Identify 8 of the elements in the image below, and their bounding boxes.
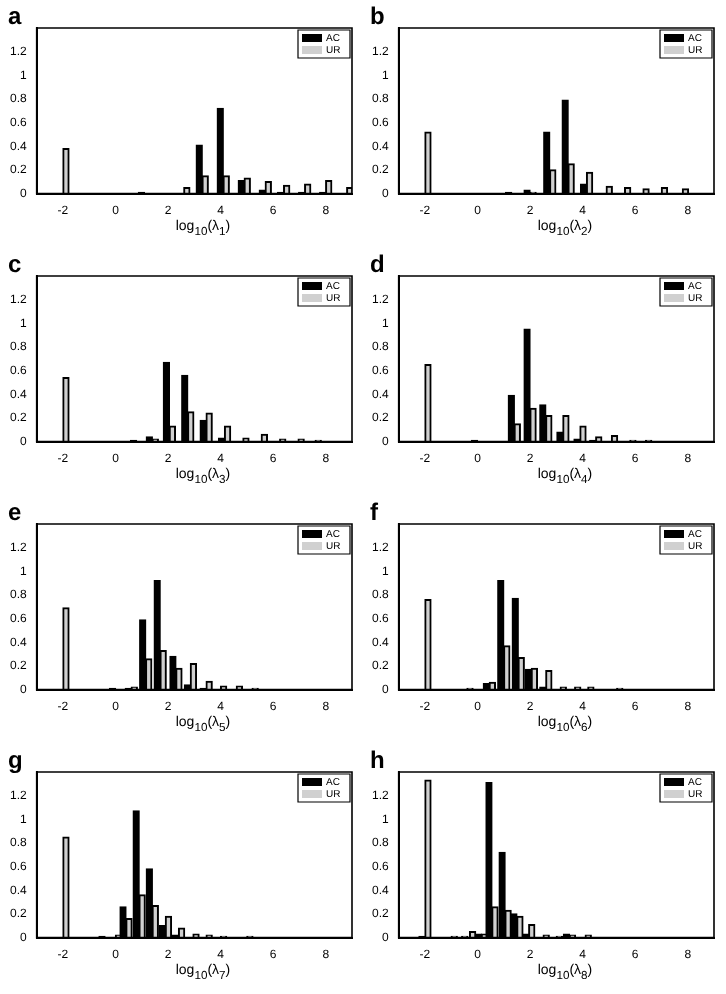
chart-title: e [8, 498, 22, 526]
chart-title: g [8, 746, 23, 774]
chart-title: c [8, 250, 22, 278]
chart-title: f [370, 498, 378, 526]
chart-title: b [370, 2, 385, 30]
chart-title: a [8, 2, 22, 30]
chart-title: d [370, 250, 385, 278]
chart-title: h [370, 746, 385, 774]
